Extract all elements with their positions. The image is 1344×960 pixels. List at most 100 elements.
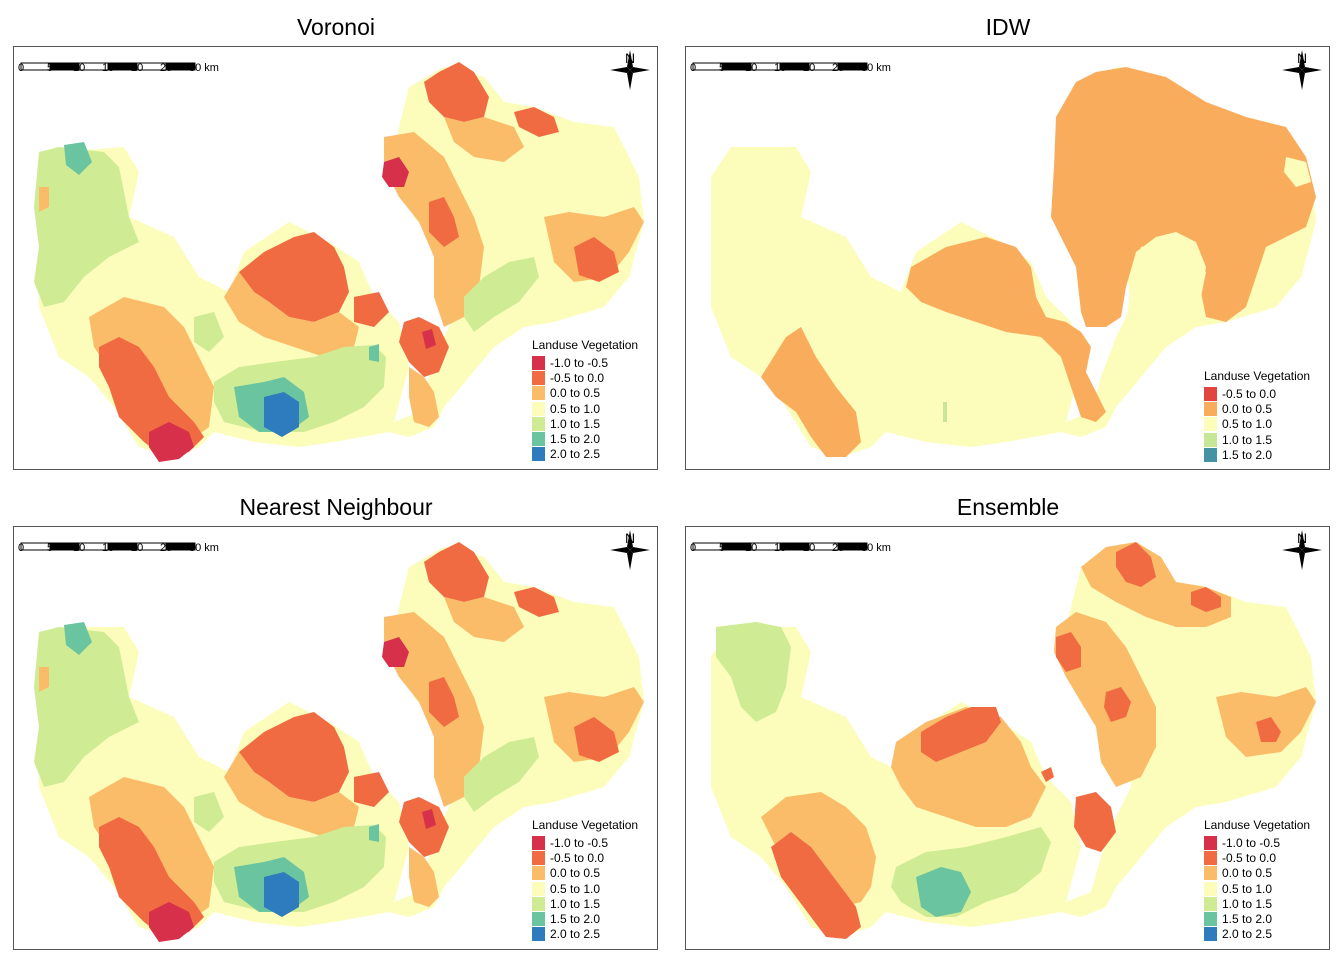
legend-item: 0.5 to 1.0 xyxy=(532,881,638,896)
panel-title: Voronoi xyxy=(296,14,375,40)
legend-swatch xyxy=(532,401,545,416)
legend-label: 2.0 to 2.5 xyxy=(550,927,601,942)
legend-label: 2.0 to 2.5 xyxy=(550,447,601,462)
region-south-blue xyxy=(264,392,299,437)
legend-swatch xyxy=(532,416,545,431)
legend-title: Landuse Vegetation xyxy=(532,818,639,832)
legend-item: -0.5 to 0.0 xyxy=(532,370,638,385)
legend-item: 2.0 to 2.5 xyxy=(532,447,638,462)
legend-swatch xyxy=(1204,401,1217,416)
map-canvas xyxy=(34,542,644,942)
region-north-orange-2 xyxy=(514,107,559,137)
region-small-teal xyxy=(369,824,379,842)
legend-item: 0.5 to 1.0 xyxy=(1204,881,1310,896)
legend-swatch xyxy=(532,432,545,447)
panel-title: IDW xyxy=(985,14,1031,40)
region-east-orange-1 xyxy=(1056,632,1081,672)
legend-swatch xyxy=(532,447,545,462)
scale-bar: 0 5 10 15 20 25 30 km xyxy=(690,542,912,556)
legend-label: 0.5 to 1.0 xyxy=(550,881,601,896)
legend-item: -1.0 to -0.5 xyxy=(532,355,638,370)
region-central-orange xyxy=(239,712,349,802)
legend-label: 1.0 to 1.5 xyxy=(550,416,601,431)
region-west-green xyxy=(34,627,139,787)
region-sw-light xyxy=(761,792,876,907)
region-east-green xyxy=(464,257,539,332)
region-south-blue xyxy=(264,872,299,917)
legend-swatch xyxy=(532,835,545,850)
map-canvas xyxy=(34,62,644,462)
region-east-orange-2 xyxy=(399,797,449,857)
map-frame: 0 5 10 15 20 25 30 km N Landuse Vegetati… xyxy=(685,526,1330,950)
legend-item: 1.0 to 1.5 xyxy=(532,896,638,911)
legend-label: -0.5 to 0.0 xyxy=(1222,386,1277,401)
legend-label: 1.5 to 2.0 xyxy=(550,912,601,927)
legend-label: 1.5 to 2.0 xyxy=(1222,447,1273,462)
legend-swatch xyxy=(1204,447,1217,462)
map-frame: 0 5 10 15 20 25 30 km N Landuse Vegetati… xyxy=(685,46,1330,470)
north-arrow: N xyxy=(608,530,652,570)
scale-tick: 20 xyxy=(803,542,816,554)
region-east-red-2 xyxy=(422,809,436,829)
map-panel-idw: IDW 0 5 10 15 20 xyxy=(672,0,1344,480)
region-north-orange-2 xyxy=(514,587,559,617)
region-east-red-2 xyxy=(422,329,436,349)
map-panel-ensemble: Ensemble xyxy=(672,480,1344,960)
legend-label: 1.0 to 1.5 xyxy=(1222,896,1273,911)
scale-bar: 0 5 10 15 20 25 30 km xyxy=(18,542,240,556)
region-north-orange xyxy=(424,542,489,602)
north-arrow: N xyxy=(608,50,652,90)
scale-tick: 25 xyxy=(160,542,173,554)
legend-title: Landuse Vegetation xyxy=(532,338,639,352)
scale-tick: 20 xyxy=(131,62,144,74)
region-east-light-2 xyxy=(409,367,439,427)
legend-swatch xyxy=(532,912,545,927)
region-idw-center xyxy=(906,237,1106,422)
legend-label: 0.0 to 0.5 xyxy=(1222,401,1273,416)
scale-tick: 10 xyxy=(745,62,758,74)
legend-item: -1.0 to -0.5 xyxy=(532,835,638,850)
scale-tick: 0 xyxy=(690,542,697,554)
scale-tick: 10 xyxy=(73,62,86,74)
scale-bar-graphic xyxy=(692,542,868,551)
legend-title: Landuse Vegetation xyxy=(1204,369,1311,383)
legend-rows: -0.5 to 0.0 0.0 to 0.5 0.5 to 1.0 1.0 to 1.… xyxy=(1204,386,1310,462)
map-frame: 0 5 10 15 20 25 30 km N Landuse Vegetati… xyxy=(13,46,658,470)
scale-tick: 25 xyxy=(832,62,845,74)
legend-swatch xyxy=(1204,386,1217,401)
legend-label: 1.5 to 2.0 xyxy=(550,432,601,447)
legend-item: 0.0 to 0.5 xyxy=(1204,401,1310,416)
legend-swatch xyxy=(1204,912,1217,927)
region-east-green xyxy=(464,737,539,812)
region-west-orange xyxy=(39,667,49,692)
region-idw-north xyxy=(1051,67,1316,327)
region-east-orange-1 xyxy=(429,197,459,247)
legend-item: 1.0 to 1.5 xyxy=(1204,896,1310,911)
legend-rows: -1.0 to -0.5 -0.5 to 0.0 0.0 to 0.5 0.5 to … xyxy=(1204,835,1310,942)
region-idw-east-light xyxy=(1284,157,1311,187)
legend-label: -1.0 to -0.5 xyxy=(550,355,609,370)
region-east-orange-3 xyxy=(1074,792,1116,852)
legend-item: 0.5 to 1.0 xyxy=(1204,417,1310,432)
scale-tick: 30 km xyxy=(189,542,219,554)
compass-icon xyxy=(610,50,650,90)
scale-tick: 5 xyxy=(719,62,726,74)
region-west-teal xyxy=(64,622,92,655)
region-idw-inner-light xyxy=(1126,242,1206,337)
region-small-teal xyxy=(369,344,379,362)
legend-swatch xyxy=(1204,850,1217,865)
region-south-green-2 xyxy=(194,312,224,352)
region-east-red-1 xyxy=(382,157,409,187)
legend-item: 1.0 to 1.5 xyxy=(532,416,638,431)
legend-swatch xyxy=(1204,881,1217,896)
region-east-red-1 xyxy=(382,637,409,667)
scale-tick: 25 xyxy=(832,542,845,554)
map-canvas xyxy=(711,542,1316,939)
legend-label: -1.0 to -0.5 xyxy=(550,835,609,850)
legend: Landuse Vegetation -1.0 to -0.5 -0.5 to 0… xyxy=(532,338,638,462)
legend-swatch xyxy=(532,370,545,385)
legend-item: -0.5 to 0.0 xyxy=(1204,386,1310,401)
legend-swatch xyxy=(532,850,545,865)
legend-item: 0.0 to 0.5 xyxy=(532,386,638,401)
legend-label: 0.5 to 1.0 xyxy=(1222,881,1273,896)
